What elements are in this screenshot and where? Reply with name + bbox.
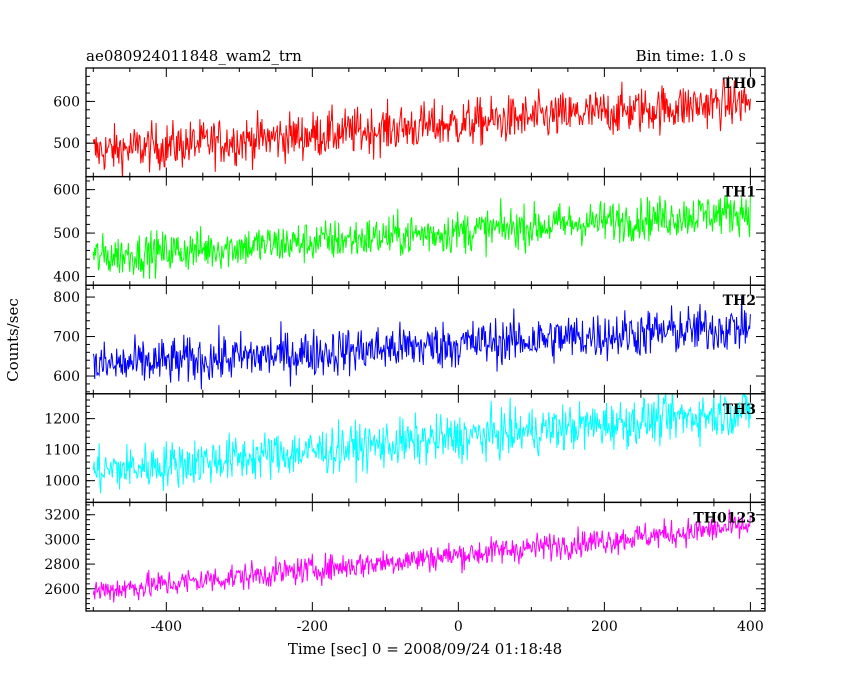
- y-tick-label: 500: [53, 136, 80, 152]
- x-tick-label: 0: [454, 619, 463, 635]
- series-th3: [92, 393, 751, 494]
- series-th0123: [92, 509, 751, 603]
- y-tick-label: 2800: [44, 557, 80, 573]
- panel-frame: [85, 501, 766, 612]
- y-tick-label: 600: [53, 94, 80, 110]
- y-tick-label: 400: [53, 270, 80, 286]
- y-tick-label: 2600: [44, 582, 80, 598]
- panel-th1: 400 500 600 TH1: [53, 175, 766, 286]
- x-tick-label: -400: [151, 619, 182, 635]
- panel-th2: 600 700 800 TH2: [53, 284, 766, 395]
- panel-th0: 500 600 TH0: [53, 67, 766, 178]
- series-th0: [92, 76, 751, 177]
- y-tick-label: 1200: [44, 412, 80, 428]
- y-tick-label: 700: [53, 330, 80, 346]
- x-tick-label: 400: [737, 619, 764, 635]
- series-th1: [92, 192, 751, 280]
- x-axis-label: Time [sec] 0 = 2008/09/24 01:18:48: [288, 640, 562, 658]
- x-axis: -400 -200 0 200 400: [151, 619, 764, 635]
- y-tick-label: 1100: [44, 443, 80, 459]
- y-tick-label: 1000: [44, 474, 80, 490]
- panel-label: TH0: [723, 76, 757, 92]
- y-tick-label: 600: [53, 369, 80, 385]
- panels: 500 600 TH0 400 500 600 TH1 600 700 800 TH2 1000 110…: [44, 67, 766, 612]
- chart-title: ae080924011848_wam2_trn: [86, 47, 302, 65]
- y-tick-label: 800: [53, 290, 80, 306]
- panel-th0123: 2600 2800 3000 3200 TH0123: [44, 501, 766, 612]
- y-tick-label: 600: [53, 183, 80, 199]
- series-th2: [92, 295, 751, 390]
- bin-time-label: Bin time: 1.0 s: [636, 47, 746, 65]
- panel-label: TH0123: [693, 510, 756, 526]
- panel-label: TH3: [723, 402, 756, 418]
- x-tick-label: -200: [297, 619, 328, 635]
- panel-th3: 1000 1100 1200 TH3: [44, 393, 766, 504]
- panel-label: TH2: [723, 293, 756, 309]
- y-tick-label: 500: [53, 226, 80, 242]
- x-tick-label: 200: [591, 619, 618, 635]
- y-tick-label: 3200: [44, 508, 80, 524]
- y-axis-label: Counts/sec: [4, 298, 22, 382]
- y-tick-label: 3000: [44, 532, 80, 548]
- panel-label: TH1: [723, 185, 756, 201]
